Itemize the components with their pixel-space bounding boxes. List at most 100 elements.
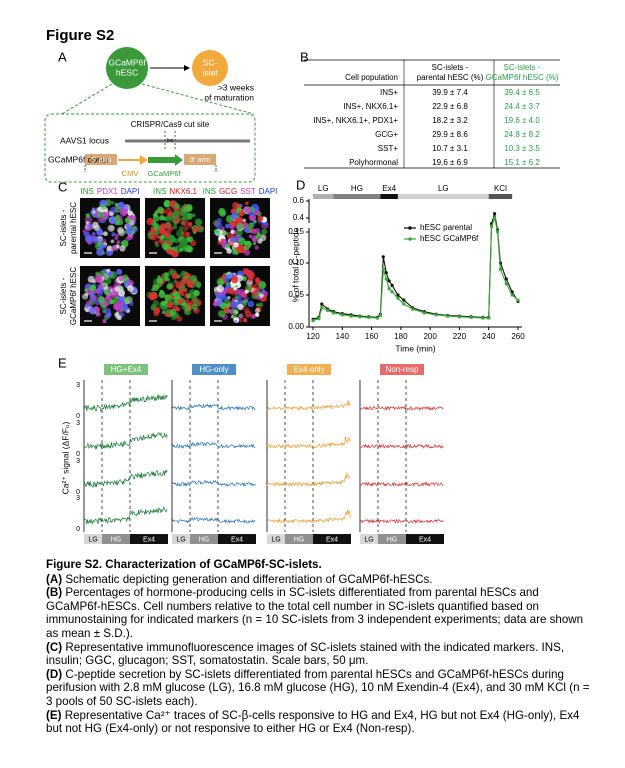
cell xyxy=(167,310,171,314)
cell xyxy=(99,270,106,277)
table-header: GCaMP6f hESC (%) xyxy=(486,73,559,82)
cell xyxy=(213,298,220,306)
cell xyxy=(103,284,107,288)
cell xyxy=(89,284,97,292)
cell xyxy=(179,272,184,277)
table-cell: 15.1 ± 6.2 xyxy=(504,158,540,167)
calcium-trace xyxy=(266,436,351,449)
phase-label: LG xyxy=(176,536,185,543)
caption-text: Representative Ca²⁺ traces of SC-β-cells… xyxy=(46,708,580,736)
cell xyxy=(255,279,261,285)
cell xyxy=(231,212,239,220)
phase-bar xyxy=(333,194,381,199)
micrograph xyxy=(210,198,270,258)
hesc-label: hESC xyxy=(116,67,138,77)
cell xyxy=(174,203,181,209)
cell xyxy=(127,284,134,292)
cell xyxy=(161,310,166,315)
svg-text:✂: ✂ xyxy=(166,135,174,145)
data-point xyxy=(490,224,494,228)
panel-letter: D xyxy=(296,177,305,192)
figure-title: Figure S2 xyxy=(46,27,114,44)
cell xyxy=(114,312,120,318)
cell xyxy=(119,245,126,252)
group-label: HG-only xyxy=(199,365,228,374)
data-point xyxy=(378,313,382,317)
stain-word: NKX6.1 xyxy=(169,187,197,196)
maturation-label: >3 weeks xyxy=(218,82,254,92)
cell xyxy=(254,245,259,250)
data-point xyxy=(402,298,406,302)
cell xyxy=(111,245,117,252)
phase-bar xyxy=(313,194,334,199)
cell xyxy=(169,308,177,316)
cell xyxy=(111,232,116,237)
cell xyxy=(115,233,119,237)
cell xyxy=(115,203,119,207)
cell xyxy=(216,285,225,293)
cell xyxy=(103,231,108,237)
e-y-tick: 3 xyxy=(76,458,80,465)
data-point xyxy=(358,315,362,319)
cell xyxy=(97,216,104,223)
cell xyxy=(111,219,117,224)
panel-letter: A xyxy=(58,49,67,64)
cmv-label: CMV xyxy=(122,169,139,178)
arm-label: 5' arm xyxy=(91,155,112,164)
cell xyxy=(195,281,202,288)
e-y-tick: 3 xyxy=(76,420,80,427)
data-point xyxy=(487,316,491,320)
cell xyxy=(238,203,243,208)
micrograph xyxy=(80,198,140,258)
stain-word: INS xyxy=(153,187,166,196)
phase-bar xyxy=(190,534,218,544)
cell xyxy=(170,201,176,207)
data-point xyxy=(504,277,508,281)
group-box xyxy=(287,364,331,375)
cell xyxy=(182,214,189,221)
data-point xyxy=(402,302,406,306)
table-cell: INS+ xyxy=(380,88,398,97)
caption-paragraph: (A) Schematic depicting generation and d… xyxy=(46,573,594,587)
table-header: Cell population xyxy=(345,73,398,82)
cell xyxy=(225,243,231,249)
group-label: HG+Ex4 xyxy=(111,365,142,374)
e-y-tick: 0 xyxy=(76,413,80,420)
cell xyxy=(84,303,90,309)
cell xyxy=(86,222,93,230)
cell xyxy=(146,217,154,226)
cell xyxy=(102,319,107,324)
cell xyxy=(230,236,236,243)
cell xyxy=(92,237,99,244)
cell xyxy=(221,294,228,301)
cell xyxy=(254,228,261,234)
phase-bar xyxy=(380,194,398,199)
cell xyxy=(104,277,112,285)
cell xyxy=(167,239,171,243)
series-line xyxy=(312,216,519,322)
cell xyxy=(109,290,118,298)
e-y-label: Ca²⁺ signal (ΔF/F₀) xyxy=(60,421,70,494)
group-box xyxy=(380,364,424,375)
cell xyxy=(172,224,178,230)
cell xyxy=(119,208,128,216)
cell xyxy=(94,299,100,306)
y-axis-label: % of total C-peptide xyxy=(290,227,300,302)
cell xyxy=(216,217,222,224)
cell xyxy=(259,234,267,242)
data-point xyxy=(504,281,508,285)
y-tick-label: 0.15 xyxy=(288,227,304,236)
micrograph xyxy=(145,266,205,326)
cell xyxy=(117,226,124,234)
hesc-label: GCaMP6f xyxy=(108,57,146,67)
cell xyxy=(238,210,245,217)
table-cell: 22.9 ± 6.8 xyxy=(432,102,468,111)
cell xyxy=(257,286,262,291)
data-point xyxy=(384,271,388,275)
data-point xyxy=(396,293,400,297)
stain-word: DAPI xyxy=(259,187,278,196)
table-cell: 39.4 ± 6.5 xyxy=(504,88,540,97)
cell xyxy=(259,293,264,298)
x-tick-label: 240 xyxy=(482,332,496,341)
cell xyxy=(113,305,118,309)
